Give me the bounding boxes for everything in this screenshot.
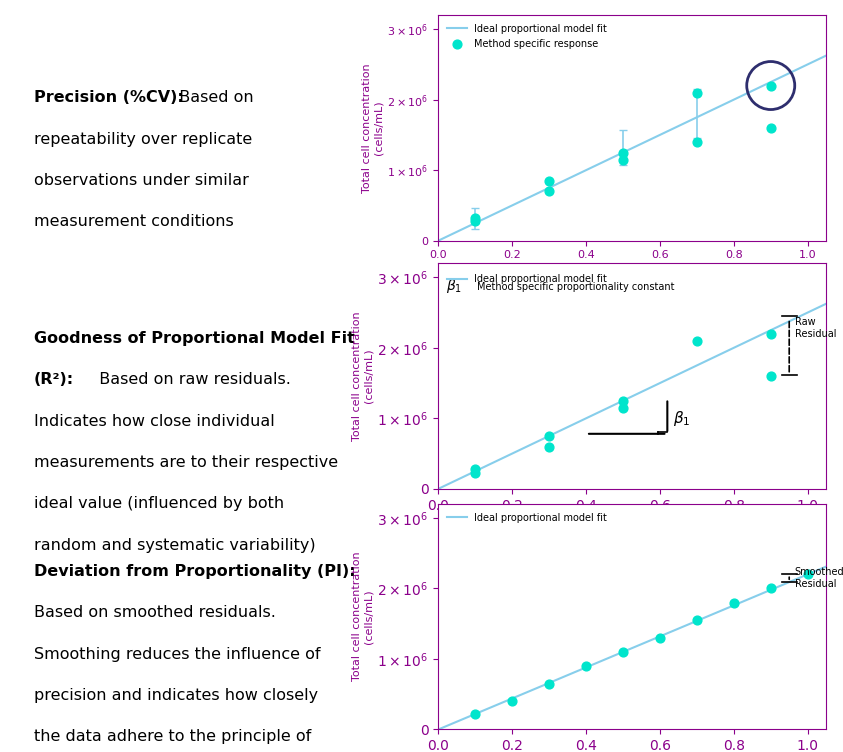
Point [469,467,482,479]
Y-axis label: Total cell concentration
(cells/mL): Total cell concentration (cells/mL) [352,552,373,681]
Text: ideal value (influenced by both: ideal value (influenced by both [34,496,284,511]
Point [542,678,556,690]
Text: Based on raw residuals.: Based on raw residuals. [89,372,290,387]
Text: Deviation from Proportionality (PI):: Deviation from Proportionality (PI): [34,564,356,579]
Point [727,596,740,608]
Text: Method specific proportionality constant: Method specific proportionality constant [477,282,674,293]
Point [579,660,593,672]
Point [506,695,519,707]
X-axis label: Dilution Fraction: Dilution Fraction [574,266,690,279]
Point [690,86,704,99]
Point [764,328,777,340]
Point [542,174,556,186]
Text: observations under similar: observations under similar [34,173,249,188]
Text: random and systematic variability): random and systematic variability) [34,538,315,553]
Point [616,153,630,165]
Point [653,632,667,644]
Text: Goodness of Proportional Model Fit: Goodness of Proportional Model Fit [34,331,355,346]
Point [764,80,777,92]
Point [616,646,630,658]
Legend: Ideal proportional model fit: Ideal proportional model fit [443,270,611,288]
Point [542,441,556,453]
Point [542,185,556,197]
Point [764,582,777,594]
Point [764,122,777,134]
Text: the data adhere to the principle of: the data adhere to the principle of [34,729,311,744]
Point [616,147,630,159]
Text: (R²):: (R²): [34,372,74,387]
Point [542,430,556,442]
Point [469,463,482,475]
Point [616,402,630,414]
Point [764,370,777,382]
Text: Based on: Based on [169,90,253,105]
Text: measurement conditions: measurement conditions [34,214,234,229]
Text: Raw
Residual: Raw Residual [795,317,836,339]
Point [469,212,482,224]
Point [469,215,482,227]
Legend: Ideal proportional model fit, Method specific response: Ideal proportional model fit, Method spe… [443,20,611,53]
Text: Based on smoothed residuals.: Based on smoothed residuals. [34,605,276,620]
Point [801,569,814,581]
Point [690,335,704,347]
Text: $\beta_1$: $\beta_1$ [446,277,462,296]
Text: Smoothing reduces the influence of: Smoothing reduces the influence of [34,647,320,662]
Point [690,136,704,148]
Y-axis label: Total cell concentration
(cells/mL): Total cell concentration (cells/mL) [352,311,373,441]
Point [469,708,482,720]
Text: Precision (%CV):: Precision (%CV): [34,90,184,105]
Legend: Ideal proportional model fit: Ideal proportional model fit [443,508,611,526]
X-axis label: Dilution Fraction: Dilution Fraction [574,518,690,531]
Text: Smoothed
Residual: Smoothed Residual [795,568,843,589]
Y-axis label: Total cell concentration
(cells/mL): Total cell concentration (cells/mL) [362,63,383,193]
Text: $\beta_1$: $\beta_1$ [673,409,690,428]
Text: Indicates how close individual: Indicates how close individual [34,414,275,429]
Point [690,614,704,626]
Text: precision and indicates how closely: precision and indicates how closely [34,688,318,703]
Text: repeatability over replicate: repeatability over replicate [34,132,252,147]
Text: measurements are to their respective: measurements are to their respective [34,455,338,470]
Point [616,395,630,407]
